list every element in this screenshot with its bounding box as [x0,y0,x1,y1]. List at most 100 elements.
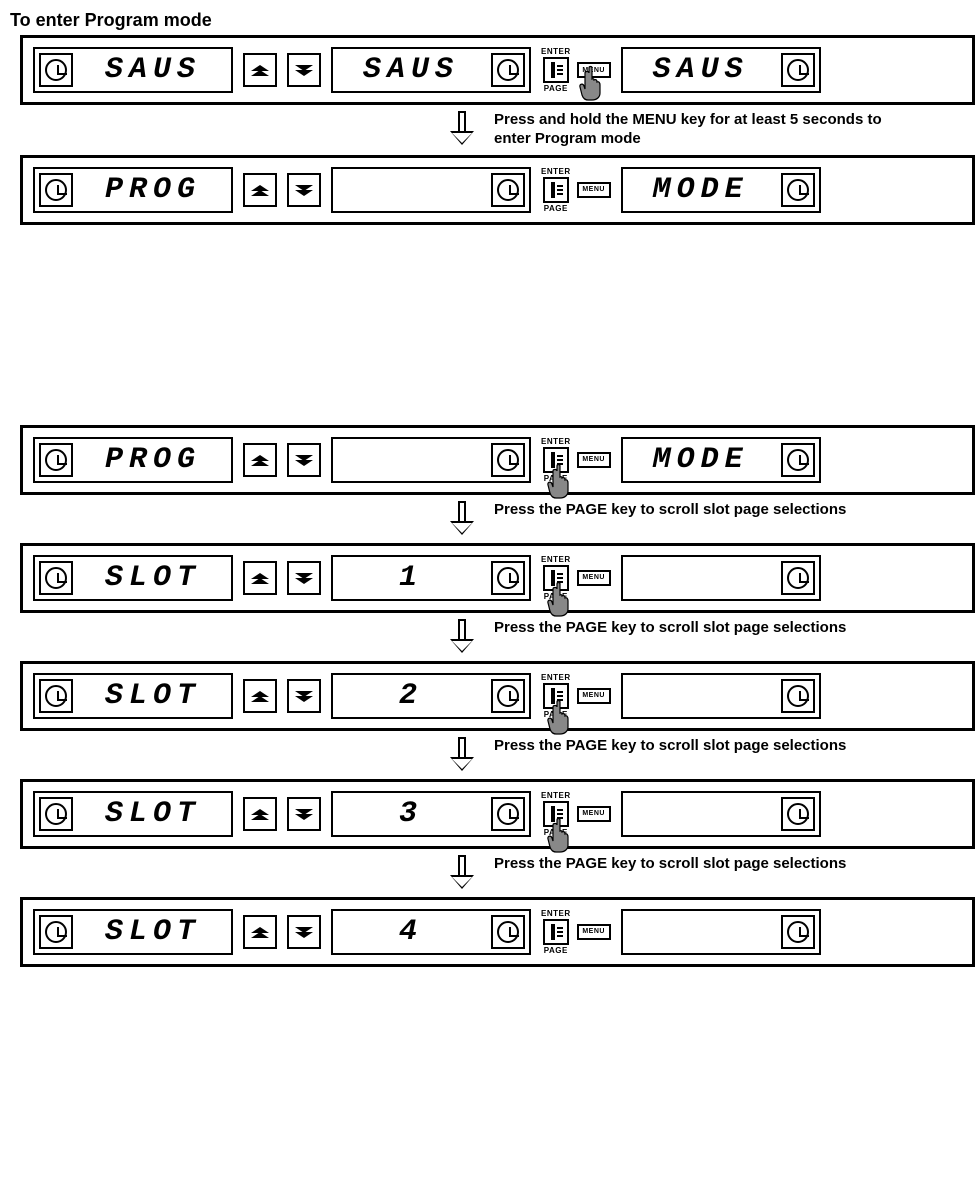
page-label: PAGE [544,592,568,601]
menu-button[interactable]: MENU [577,62,611,78]
enter-icon [549,924,563,940]
clock-icon [491,797,525,831]
enter-icon [549,62,563,78]
device-panel: SAUS SAUS ENTER PAGE MENU SAUS [20,35,975,105]
chevron-down-icon [295,691,313,701]
clock-icon [491,561,525,595]
lcd-left: PROG [33,167,233,213]
down-button[interactable] [287,173,321,207]
menu-button[interactable]: MENU [577,688,611,704]
enter-page-button[interactable] [543,177,569,203]
down-button[interactable] [287,561,321,595]
lcd-text: SAUS [337,55,485,85]
lcd-right [621,673,821,719]
chevron-up-icon [251,65,269,75]
keypad: ENTERPAGEMENU [541,673,611,719]
menu-button[interactable]: MENU [577,806,611,822]
clock-icon [781,797,815,831]
up-button[interactable] [243,797,277,831]
enter-label: ENTER [541,47,571,56]
lcd-text: SLOT [79,681,227,711]
clock-icon [39,679,73,713]
enter-icon [549,806,563,822]
flow-row: Press the PAGE key to scroll slot page s… [10,855,975,891]
lcd-text: SLOT [79,799,227,829]
enter-label: ENTER [541,555,571,564]
lcd-right [621,909,821,955]
enter-label: ENTER [541,167,571,176]
keypad: ENTER PAGE MENU [541,555,611,601]
down-button[interactable] [287,797,321,831]
keypad: ENTER PAGE MENU [541,47,611,93]
enter-page-button[interactable] [543,565,569,591]
lcd-left: PROG [33,437,233,483]
flow-row: Press the PAGE key to scroll slot page s… [10,737,975,773]
lcd-text: 1 [337,563,485,593]
up-button[interactable] [243,173,277,207]
chevron-up-icon [251,455,269,465]
enter-page-button[interactable] [543,683,569,709]
lcd-left: SLOT [33,673,233,719]
up-button[interactable] [243,561,277,595]
up-button[interactable] [243,443,277,477]
down-button[interactable] [287,53,321,87]
enter-icon [549,182,563,198]
lcd-text: 2 [337,681,485,711]
enter-icon [549,452,563,468]
device-panel: PROG ENTER PAGE MENU MODE [20,155,975,225]
clock-icon [781,679,815,713]
menu-button[interactable]: MENU [577,570,611,586]
enter-label: ENTER [541,791,571,800]
lcd-left: SLOT [33,791,233,837]
chevron-up-icon [251,691,269,701]
clock-icon [491,173,525,207]
clock-icon [781,561,815,595]
lcd-right: MODE [621,167,821,213]
up-button[interactable] [243,915,277,949]
lcd-right [621,555,821,601]
clock-icon [781,915,815,949]
lcd-text: PROG [79,445,227,475]
lcd-text: SLOT [79,563,227,593]
lcd-center: SAUS [331,47,531,93]
steps-container: SAUSSAUSENTERPAGEMENU SAUSPress and hold… [10,35,975,967]
menu-button[interactable]: MENU [577,182,611,198]
enter-page-button[interactable] [543,801,569,827]
lcd-center: 4 [331,909,531,955]
page-label: PAGE [544,204,568,213]
menu-button[interactable]: MENU [577,924,611,940]
device-panel: SLOT4ENTERPAGEMENU [20,897,975,967]
clock-icon [491,915,525,949]
up-button[interactable] [243,53,277,87]
enter-page-button[interactable] [543,57,569,83]
clock-icon [39,53,73,87]
instruction-text: Press the PAGE key to scroll slot page s… [494,619,846,638]
chevron-down-icon [295,455,313,465]
chevron-up-icon [251,185,269,195]
chevron-up-icon [251,809,269,819]
keypad: ENTER PAGE MENU [541,167,611,213]
clock-icon [491,53,525,87]
lcd-text: MODE [627,175,775,205]
lcd-text: SAUS [627,55,775,85]
enter-icon [549,688,563,704]
lcd-text: SAUS [79,55,227,85]
lcd-text: 3 [337,799,485,829]
down-button[interactable] [287,443,321,477]
down-button[interactable] [287,915,321,949]
menu-button[interactable]: MENU [577,452,611,468]
down-button[interactable] [287,679,321,713]
up-button[interactable] [243,679,277,713]
lcd-center: 1 [331,555,531,601]
clock-icon [491,443,525,477]
enter-page-button[interactable] [543,919,569,945]
flow-row: Press the PAGE key to scroll slot page s… [10,619,975,655]
page-label: PAGE [544,828,568,837]
enter-label: ENTER [541,673,571,682]
device-panel: SLOT 2 ENTERPAGEMENU [20,661,975,731]
chevron-up-icon [251,573,269,583]
page-label: PAGE [544,84,568,93]
clock-icon [39,173,73,207]
lcd-right: SAUS [621,47,821,93]
enter-page-button[interactable] [543,447,569,473]
